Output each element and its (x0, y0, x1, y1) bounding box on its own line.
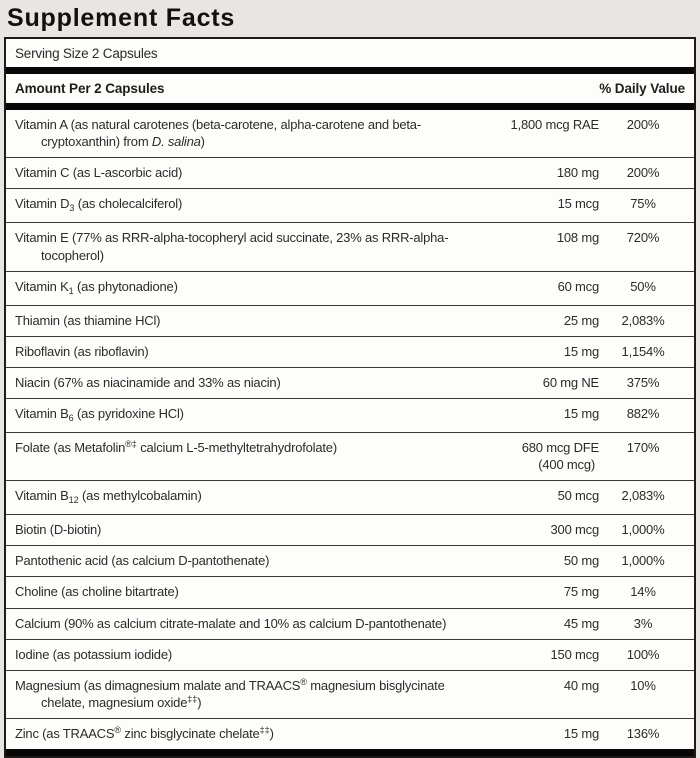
daily-value: 1,000% (621, 553, 665, 569)
ingredient-name: Calcium (90% as calcium citrate-malate a… (15, 615, 447, 631)
amount-column-header: Amount Per 2 Capsules (15, 81, 165, 96)
table-row: Vitamin A (as natural carotenes (beta-ca… (6, 110, 694, 157)
ingredient-name: Vitamin B12 (as methylcobalamin) (15, 488, 202, 506)
daily-value: 2,083% (621, 312, 665, 328)
facts-rows: Vitamin A (as natural carotenes (beta-ca… (6, 110, 694, 749)
ingredient-amount: 15 mg (563, 406, 599, 421)
daily-value: 2,083% (621, 488, 665, 504)
table-row: Thiamin (as thiamine HCl) 25 mg 2,083% (6, 304, 694, 336)
ingredient-name: Thiamin (as thiamine HCl) (15, 312, 161, 328)
table-header: Amount Per 2 Capsules % Daily Value (6, 74, 694, 103)
table-row: Vitamin K1 (as phytonadione) 60 mcg 50% (6, 270, 694, 305)
table-row: Vitamin B6 (as pyridoxine HCl) 15 mg 882% (6, 398, 694, 432)
ingredient-name: Vitamin D3 (as cholecalciferol) (15, 196, 183, 214)
ingredient-amount: 60 mcg (557, 278, 600, 294)
daily-value: 14% (630, 584, 656, 600)
ingredient-name: Vitamin A (as natural carotenes (beta-ca… (15, 117, 421, 150)
table-row: Vitamin B12 (as methylcobalamin) 50 mcg 2,… (6, 480, 694, 514)
ingredient-name: Folate (as Metafolin®‡ calcium L-5-methy… (15, 438, 337, 455)
daily-value: 720% (626, 230, 660, 246)
table-row: Iodine (as potassium iodide) 150 mcg 100% (6, 638, 694, 670)
daily-value: 170% (626, 439, 660, 455)
serving-size-text: Serving Size 2 Capsules (15, 46, 158, 61)
ingredient-amount-secondary: (400 mcg) (538, 457, 595, 473)
daily-value: 200% (626, 117, 660, 132)
ingredient-name: Pantothenic acid (as calcium D-pantothen… (15, 553, 270, 569)
ingredient-name: Iodine (as potassium iodide) (15, 646, 172, 662)
divider-bar-top (6, 67, 694, 74)
table-row: Magnesium (as dimagnesium malate and TRA… (6, 669, 694, 718)
table-row: Biotin (D-biotin) 300 mcg 1,000% (6, 514, 694, 545)
ingredient-name: Biotin (D-biotin) (15, 522, 102, 538)
table-row: Folate (as Metafolin®‡ calcium L-5-methy… (6, 431, 694, 480)
daily-value: 375% (626, 374, 660, 390)
divider-bar-header (6, 103, 694, 110)
ingredient-amount: 108 mg (556, 230, 599, 246)
ingredient-name: Choline (as choline bitartrate) (15, 584, 179, 600)
ingredient-amount: 45 mg (563, 615, 599, 631)
supplement-facts-panel: Serving Size 2 Capsules Amount Per 2 Cap… (4, 37, 696, 758)
table-row: Vitamin E (77% as RRR-alpha-tocopheryl a… (6, 222, 694, 270)
table-row: Choline (as choline bitartrate) 75 mg 14% (6, 576, 694, 607)
ingredient-name: Riboflavin (as riboflavin) (15, 343, 149, 359)
ingredient-amount: 150 mcg (550, 646, 600, 662)
ingredient-amount: 15 mg (563, 343, 599, 359)
table-row: Vitamin C (as L-ascorbic acid) 180 mg 200% (6, 157, 694, 188)
ingredient-amount: 1,800 mcg RAE (510, 117, 600, 132)
daily-value: 1,154% (621, 343, 665, 359)
daily-value: 50% (630, 278, 656, 294)
ingredient-name: Vitamin B6 (as pyridoxine HCl) (15, 406, 184, 423)
ingredient-amount: 50 mcg (557, 488, 600, 504)
daily-value: 75% (630, 196, 656, 212)
ingredient-name: Vitamin E (77% as RRR-alpha-tocopheryl a… (15, 230, 449, 263)
table-row: Vitamin D3 (as cholecalciferol) 15 mcg 75% (6, 188, 694, 222)
table-row: Zinc (as TRAACS® zinc bisglycinate chela… (6, 718, 694, 749)
daily-value-column-header: % Daily Value (599, 81, 685, 96)
ingredient-name: Niacin (67% as niacinamide and 33% as ni… (15, 374, 281, 390)
ingredient-amount: 180 mg (556, 165, 599, 181)
ingredient-amount: 75 mg (563, 584, 599, 600)
divider-bar-bottom (6, 749, 694, 757)
ingredient-amount: 300 mcg (550, 522, 600, 538)
ingredient-amount: 15 mg (563, 726, 599, 742)
ingredient-amount: 680 mcg DFE (400 mcg) (489, 439, 601, 473)
daily-value: 10% (630, 677, 656, 693)
daily-value: 1,000% (621, 522, 665, 538)
daily-value: 200% (626, 165, 660, 181)
ingredient-amount: 40 mg (563, 677, 599, 693)
table-row: Niacin (67% as niacinamide and 33% as ni… (6, 366, 694, 398)
daily-value: 136% (626, 726, 660, 742)
daily-value: 882% (626, 406, 660, 421)
ingredient-amount: 15 mcg (557, 196, 600, 212)
daily-value: 100% (626, 646, 660, 662)
ingredient-amount: 25 mg (563, 312, 599, 328)
ingredient-name: Zinc (as TRAACS® zinc bisglycinate chela… (15, 725, 274, 742)
ingredient-name: Magnesium (as dimagnesium malate and TRA… (15, 676, 445, 710)
ingredient-amount: 50 mg (563, 553, 599, 569)
daily-value: 3% (633, 615, 653, 631)
table-row: Calcium (90% as calcium citrate-malate a… (6, 607, 694, 639)
page-title: Supplement Facts (7, 4, 236, 32)
table-row: Riboflavin (as riboflavin) 15 mg 1,154% (6, 335, 694, 367)
ingredient-name: Vitamin C (as L-ascorbic acid) (15, 165, 183, 181)
ingredient-name: Vitamin K1 (as phytonadione) (15, 278, 178, 296)
ingredient-amount: 60 mg NE (542, 374, 599, 390)
table-row: Pantothenic acid (as calcium D-pantothen… (6, 545, 694, 576)
